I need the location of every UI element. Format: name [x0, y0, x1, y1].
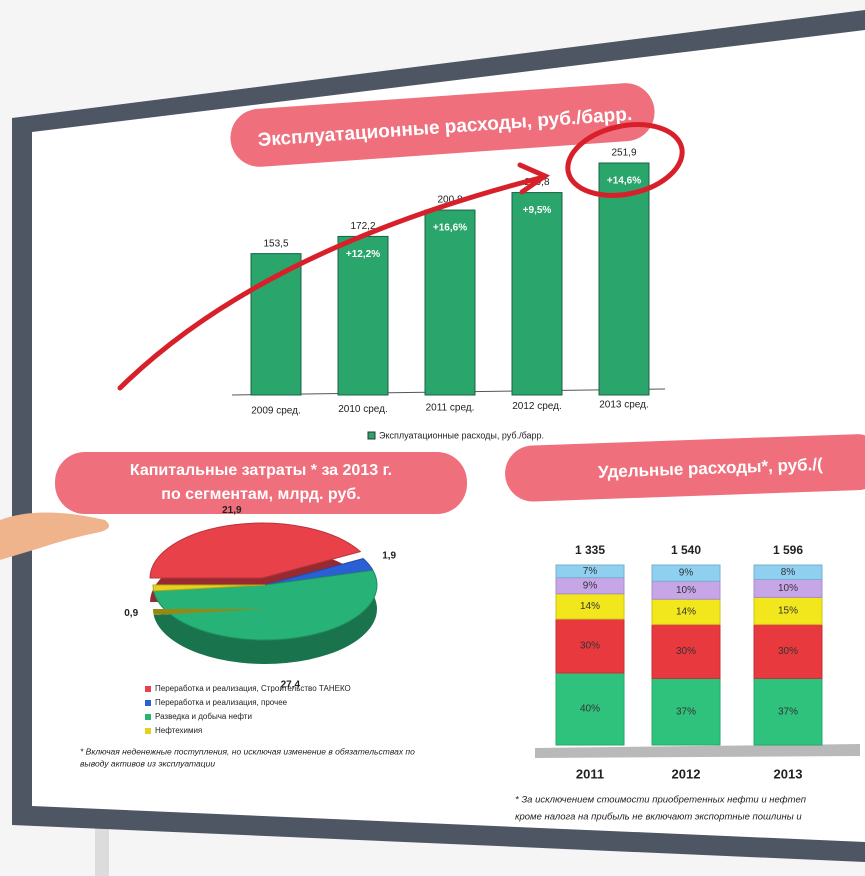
bar — [512, 193, 562, 395]
total-label: 1 596 — [773, 543, 803, 557]
x-tick-label: 2010 сред. — [338, 404, 388, 415]
legend-swatch — [368, 432, 375, 439]
x-tick-label: 2009 сред. — [251, 406, 301, 417]
chart-title: по сегментам, млрд. руб. — [161, 486, 360, 503]
value-label: 153,5 — [263, 238, 288, 249]
x-tick-label: 2012 сред. — [512, 401, 562, 412]
bar — [425, 210, 475, 395]
page: Эксплуатационные расходы, руб./барр. 153,… — [0, 0, 865, 876]
x-tick-label: 2013 сред. — [599, 400, 649, 411]
x-tick-label: 2013 — [774, 766, 803, 781]
growth-label: +16,6% — [433, 223, 467, 234]
legend-label: Разведка и добыча нефти — [155, 712, 252, 721]
growth-label: +9,5% — [523, 205, 552, 216]
footnote: * Включая неденежные поступления, но иск… — [80, 746, 415, 756]
board-photo: Эксплуатационные расходы, руб./барр. 153,… — [0, 0, 865, 876]
legend-label: Переработка и реализация, Строительство … — [155, 684, 351, 693]
value-label: 10% — [778, 583, 798, 594]
value-label: 30% — [676, 646, 696, 657]
value-label: 30% — [778, 646, 798, 657]
x-tick-label: 2011 сред. — [426, 403, 475, 414]
value-label: 37% — [778, 706, 798, 717]
value-label: 21,9 — [222, 505, 242, 516]
value-label: 37% — [676, 706, 696, 717]
value-label: 1,9 — [382, 551, 396, 562]
value-label: 14% — [676, 606, 696, 617]
footnote: кроме налога на прибыль не включают эксп… — [515, 812, 802, 823]
value-label: 10% — [676, 585, 696, 596]
legend-swatch — [145, 714, 151, 720]
value-label: 30% — [580, 641, 600, 652]
legend-swatch — [145, 728, 151, 734]
footnote: * За исключением стоимости приобретенных… — [515, 795, 807, 806]
bar — [599, 163, 649, 395]
total-label: 1 540 — [671, 543, 701, 557]
legend-label: Нефтехимия — [155, 726, 202, 735]
value-label: 0,9 — [124, 608, 138, 619]
legend-label: Переработка и реализация, прочее — [155, 698, 288, 707]
bar — [338, 236, 388, 395]
value-label: 14% — [580, 601, 600, 612]
x-tick-label: 2011 — [576, 766, 604, 781]
value-label: 8% — [781, 567, 796, 578]
legend-swatch — [145, 686, 151, 692]
value-label: 251,9 — [611, 148, 636, 159]
value-label: 15% — [778, 606, 798, 617]
chart-title: Капитальные затраты * за 2013 г. — [130, 462, 392, 479]
x-tick-label: 2012 — [672, 766, 701, 781]
value-label: 9% — [679, 568, 694, 579]
growth-label: +12,2% — [346, 249, 380, 260]
growth-label: +14,6% — [607, 176, 641, 187]
legend-swatch — [145, 700, 151, 706]
value-label: 40% — [580, 704, 600, 715]
total-label: 1 335 — [575, 543, 605, 557]
footnote: выводу активов из эксплуатации — [80, 758, 215, 768]
value-label: 7% — [583, 566, 598, 577]
value-label: 9% — [583, 580, 598, 591]
legend-label: Эксплуатационные расходы, руб./барр. — [379, 430, 544, 440]
